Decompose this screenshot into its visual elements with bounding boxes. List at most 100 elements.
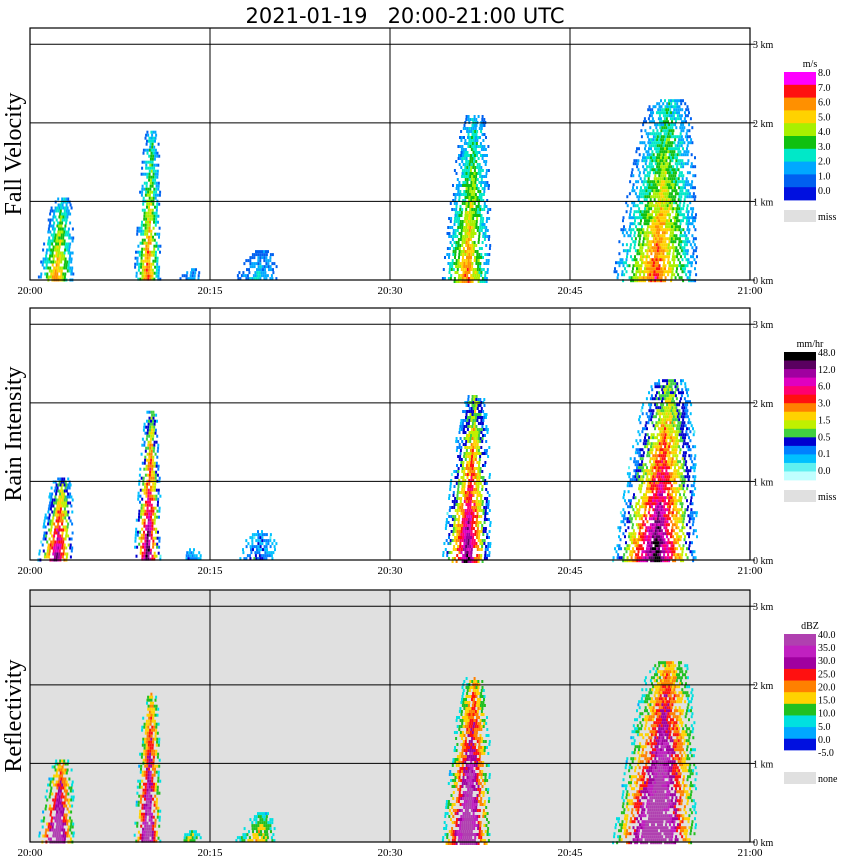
echo-cell	[149, 217, 152, 221]
echo-cell	[645, 478, 648, 482]
echo-cell	[186, 271, 189, 275]
echo-cell	[662, 279, 665, 283]
echo-cell	[269, 545, 272, 549]
echo-cell	[139, 548, 142, 552]
echo-cell	[644, 174, 647, 178]
echo-cell	[685, 189, 688, 193]
y-tick-label: 1 km	[753, 197, 774, 208]
echo-cell	[672, 487, 675, 491]
echo-cell	[637, 234, 640, 238]
echo-cell	[458, 253, 461, 256]
echo-cell	[662, 135, 665, 139]
echo-cell	[460, 509, 463, 512]
echo-cell	[644, 237, 647, 241]
echo-cell	[632, 445, 635, 449]
echo-cell	[135, 554, 138, 558]
echo-cell	[639, 234, 642, 238]
echo-cell	[447, 521, 450, 524]
echo-cell	[662, 228, 665, 232]
echo-cell	[445, 524, 448, 527]
echo-cell	[56, 528, 59, 532]
echo-cell	[656, 466, 658, 470]
echo-cell	[656, 228, 659, 232]
echo-cell	[465, 455, 468, 458]
echo-cell	[676, 264, 679, 268]
colorbar-label: 3.0	[818, 142, 831, 153]
echo-cell	[149, 422, 152, 426]
echo-cell	[682, 174, 685, 178]
echo-cell	[658, 144, 661, 148]
echo-cell	[683, 213, 685, 217]
echo-cell	[151, 524, 154, 528]
echo-cell	[153, 470, 156, 474]
echo-cell	[59, 555, 62, 559]
echo-cell	[654, 415, 657, 419]
echo-cell	[456, 235, 459, 238]
echo-cell	[668, 442, 671, 446]
echo-cell	[686, 162, 689, 166]
echo-cell	[269, 539, 272, 543]
echo-cell	[638, 237, 641, 241]
echo-cell	[477, 560, 480, 563]
echo-cell	[645, 412, 648, 416]
echo-cell	[671, 421, 674, 425]
echo-cell	[468, 473, 471, 476]
echo-cell	[623, 234, 626, 238]
echo-cell	[476, 509, 479, 512]
echo-cell	[144, 256, 147, 260]
echo-cell	[146, 452, 149, 456]
echo-cell	[673, 460, 676, 464]
echo-cell	[145, 268, 148, 272]
echo-cell	[676, 267, 678, 271]
echo-cell	[463, 190, 466, 193]
echo-cell	[461, 220, 464, 223]
echo-cell	[674, 144, 677, 148]
echo-cell	[645, 421, 648, 425]
echo-cell	[652, 454, 655, 458]
echo-cell	[671, 388, 674, 392]
echo-cell	[467, 467, 470, 470]
echo-cell	[141, 238, 144, 242]
echo-cell	[674, 195, 677, 199]
echo-cell	[676, 204, 679, 208]
echo-cell	[669, 270, 672, 274]
echo-cell	[674, 391, 676, 395]
echo-cell	[671, 150, 674, 154]
echo-cell	[671, 397, 674, 401]
echo-cell	[689, 270, 692, 274]
echo-cell	[269, 265, 272, 269]
echo-cell	[663, 246, 666, 250]
echo-cell	[665, 421, 668, 425]
echo-cell	[661, 225, 663, 229]
echo-cell	[60, 480, 63, 484]
echo-cell	[673, 180, 676, 184]
echo-cell	[667, 180, 670, 184]
echo-cell	[65, 230, 68, 234]
echo-cell	[473, 223, 476, 226]
echo-cell	[462, 181, 465, 184]
echo-cell	[469, 455, 472, 458]
echo-cell	[667, 126, 670, 130]
echo-cell	[61, 239, 64, 243]
echo-cell	[665, 117, 668, 121]
echo-cell	[663, 397, 666, 401]
echo-cell	[461, 557, 464, 560]
echo-cell	[153, 187, 156, 191]
echo-cell	[472, 473, 475, 476]
echo-cell	[268, 268, 270, 272]
echo-cell	[658, 427, 660, 431]
echo-cell	[672, 156, 674, 160]
echo-cell	[465, 437, 468, 440]
echo-cell	[462, 253, 465, 256]
echo-cell	[462, 548, 465, 551]
echo-cell	[468, 271, 471, 274]
echo-cell	[472, 130, 475, 133]
echo-cell	[470, 410, 473, 413]
echo-cell	[670, 276, 673, 280]
echo-cell	[670, 451, 673, 455]
echo-cell	[464, 446, 467, 449]
echo-cell	[673, 141, 676, 145]
echo-cell	[455, 220, 458, 223]
echo-cell	[245, 545, 248, 549]
echo-cell	[662, 252, 665, 256]
